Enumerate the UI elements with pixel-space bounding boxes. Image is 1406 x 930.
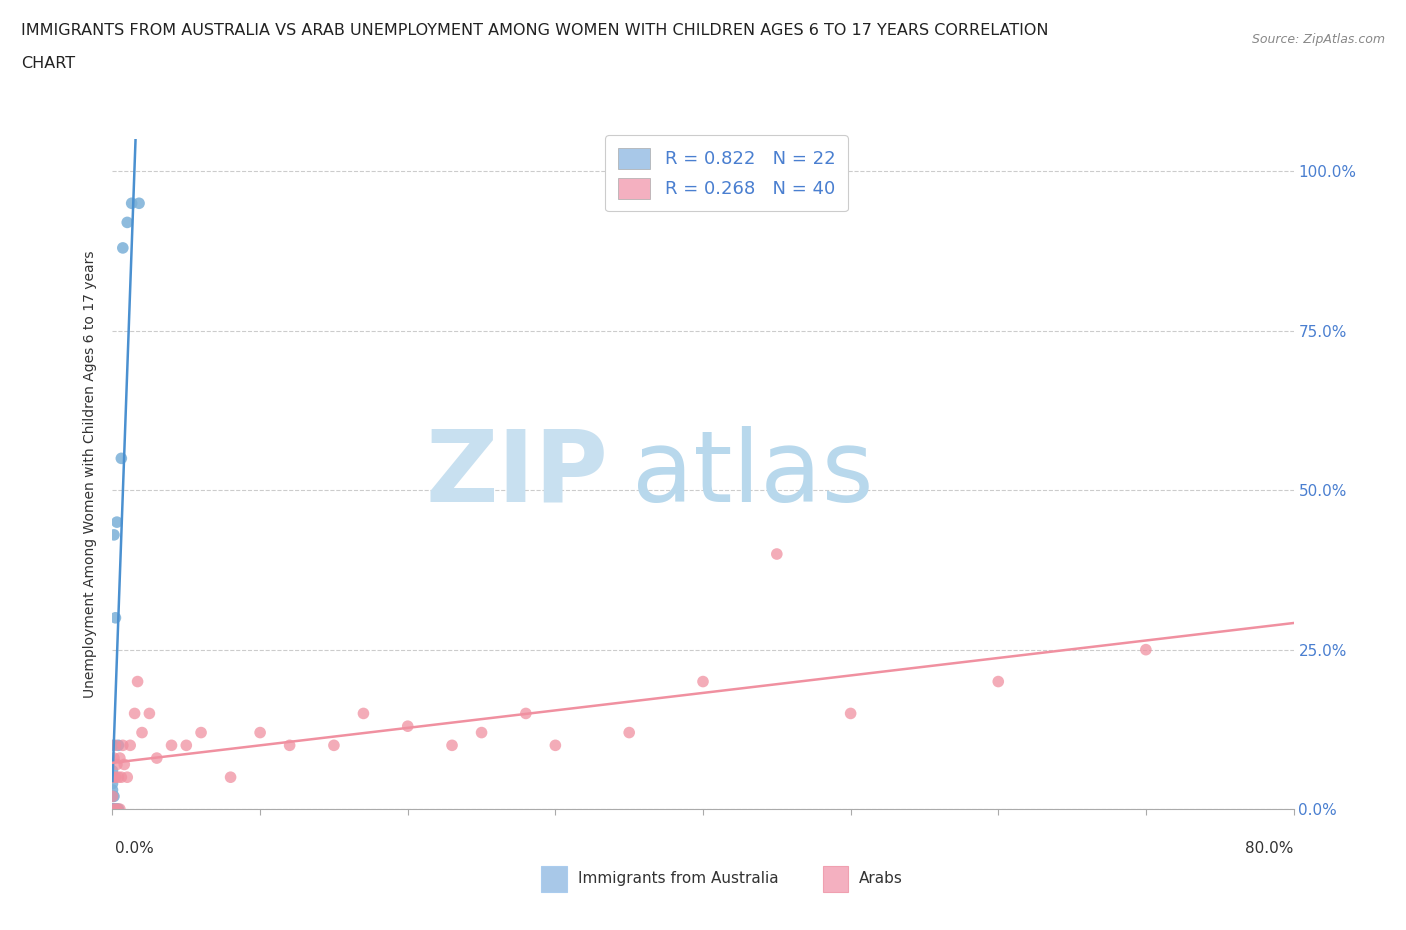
Point [112, 757, 135, 772]
Point [101, 802, 124, 817]
Point [117, 215, 138, 230]
Point [104, 610, 127, 625]
Point [117, 770, 138, 785]
Point [146, 751, 169, 765]
Point [101, 777, 124, 791]
Text: 0.0%: 0.0% [115, 841, 155, 856]
Point [108, 802, 131, 817]
Point [470, 725, 494, 740]
Point [619, 725, 641, 740]
Point [766, 547, 789, 562]
Point [104, 737, 127, 752]
Text: CHART: CHART [21, 56, 75, 71]
Point [219, 770, 242, 785]
Point [441, 737, 464, 752]
Point [839, 706, 862, 721]
Point [544, 737, 567, 752]
Point [120, 737, 142, 752]
Point [987, 674, 1010, 689]
Point [104, 770, 127, 785]
Point [103, 789, 125, 804]
Point [124, 706, 146, 721]
Point [101, 764, 124, 778]
Point [323, 737, 346, 752]
Point [101, 770, 124, 785]
Point [107, 770, 129, 785]
Point [121, 196, 143, 211]
Point [174, 737, 197, 752]
Point [128, 196, 150, 211]
Point [190, 725, 212, 740]
Point [160, 737, 183, 752]
Point [103, 751, 125, 765]
Point [127, 674, 149, 689]
Text: IMMIGRANTS FROM AUSTRALIA VS ARAB UNEMPLOYMENT AMONG WOMEN WITH CHILDREN AGES 6 : IMMIGRANTS FROM AUSTRALIA VS ARAB UNEMPL… [21, 23, 1049, 38]
Point [249, 725, 271, 740]
Text: Immigrants from Australia: Immigrants from Australia [578, 871, 779, 886]
Point [103, 802, 125, 817]
Point [515, 706, 537, 721]
Point [101, 789, 124, 804]
Point [105, 514, 128, 529]
Point [111, 241, 134, 256]
Point [107, 737, 129, 752]
Point [111, 737, 134, 752]
Point [1135, 643, 1157, 658]
Point [105, 802, 128, 817]
Point [105, 802, 128, 817]
Point [108, 751, 131, 765]
Point [105, 757, 128, 772]
Point [101, 802, 124, 817]
Text: atlas: atlas [633, 426, 873, 523]
Legend: R = 0.822   N = 22, R = 0.268   N = 40: R = 0.822 N = 22, R = 0.268 N = 40 [605, 135, 848, 211]
Point [101, 737, 124, 752]
Point [110, 770, 132, 785]
Point [131, 725, 153, 740]
Point [110, 451, 132, 466]
Text: Source: ZipAtlas.com: Source: ZipAtlas.com [1251, 33, 1385, 46]
Point [352, 706, 374, 721]
Text: Arabs: Arabs [859, 871, 903, 886]
Point [104, 802, 127, 817]
Point [101, 802, 124, 817]
Point [103, 527, 125, 542]
Point [692, 674, 714, 689]
Point [138, 706, 160, 721]
Point [103, 802, 125, 817]
Text: ZIP: ZIP [426, 426, 609, 523]
Point [278, 737, 301, 752]
Y-axis label: Unemployment Among Women with Children Ages 6 to 17 years: Unemployment Among Women with Children A… [83, 250, 97, 698]
Point [101, 782, 124, 797]
Point [101, 789, 124, 804]
Point [396, 719, 419, 734]
Point [107, 802, 129, 817]
Text: 80.0%: 80.0% [1246, 841, 1294, 856]
